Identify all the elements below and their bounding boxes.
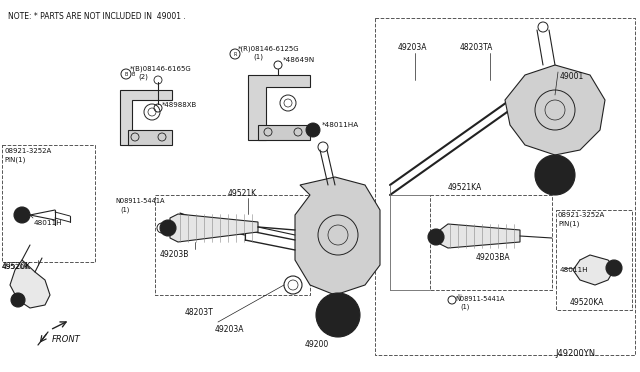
- Polygon shape: [440, 224, 520, 248]
- Text: 49520K: 49520K: [2, 264, 30, 270]
- Text: 49203A: 49203A: [215, 325, 244, 334]
- Text: PIN(1): PIN(1): [558, 220, 579, 227]
- Text: FRONT: FRONT: [52, 335, 81, 344]
- Text: 49203A: 49203A: [398, 43, 428, 52]
- Text: 49520K: 49520K: [2, 262, 31, 271]
- Polygon shape: [573, 255, 615, 285]
- Circle shape: [316, 293, 360, 337]
- Text: NOTE: * PARTS ARE NOT INCLUDED IN  49001 .: NOTE: * PARTS ARE NOT INCLUDED IN 49001 …: [8, 12, 186, 21]
- Text: PIN(1): PIN(1): [4, 156, 26, 163]
- Circle shape: [11, 293, 25, 307]
- Text: 48011H: 48011H: [34, 220, 63, 226]
- Text: *48988XB: *48988XB: [162, 102, 197, 108]
- Text: 49521KA: 49521KA: [448, 183, 483, 192]
- Text: 08921-3252A: 08921-3252A: [4, 148, 51, 154]
- Circle shape: [14, 207, 30, 223]
- Text: (1): (1): [120, 206, 129, 212]
- Circle shape: [160, 220, 176, 236]
- Text: 49200: 49200: [305, 340, 329, 349]
- Text: 48203TA: 48203TA: [460, 43, 493, 52]
- Text: 48011H: 48011H: [560, 267, 589, 273]
- Text: 49520KA: 49520KA: [570, 298, 604, 307]
- Text: J49200YN: J49200YN: [555, 349, 595, 358]
- Text: B: B: [124, 71, 128, 77]
- Circle shape: [428, 229, 444, 245]
- Text: N08911-5441A: N08911-5441A: [115, 198, 164, 204]
- Text: (1): (1): [253, 54, 263, 60]
- Polygon shape: [248, 75, 310, 140]
- Text: *48649N: *48649N: [283, 57, 316, 63]
- Text: 49203BA: 49203BA: [476, 253, 511, 262]
- Polygon shape: [128, 130, 172, 145]
- Text: (1): (1): [460, 304, 469, 311]
- Polygon shape: [170, 214, 258, 242]
- Text: (2): (2): [138, 74, 148, 80]
- Text: N: N: [458, 294, 461, 298]
- Circle shape: [306, 123, 320, 137]
- Text: 49001: 49001: [560, 72, 584, 81]
- Polygon shape: [258, 125, 310, 140]
- Polygon shape: [295, 177, 380, 295]
- Text: 49203B: 49203B: [160, 250, 189, 259]
- Polygon shape: [120, 90, 172, 145]
- Text: *(B)08146-6165G: *(B)08146-6165G: [130, 65, 192, 72]
- Text: 08921-3252A: 08921-3252A: [558, 212, 605, 218]
- Text: *(R)08146-6125G: *(R)08146-6125G: [238, 45, 300, 52]
- Polygon shape: [10, 260, 50, 308]
- Text: 48203T: 48203T: [185, 308, 214, 317]
- Text: B: B: [131, 71, 134, 77]
- Circle shape: [535, 155, 575, 195]
- Circle shape: [606, 260, 622, 276]
- Text: R: R: [234, 51, 237, 57]
- Polygon shape: [505, 65, 605, 155]
- Text: *48011HA: *48011HA: [322, 122, 359, 128]
- Text: 49521K: 49521K: [228, 189, 257, 198]
- Text: N08911-5441A: N08911-5441A: [455, 296, 504, 302]
